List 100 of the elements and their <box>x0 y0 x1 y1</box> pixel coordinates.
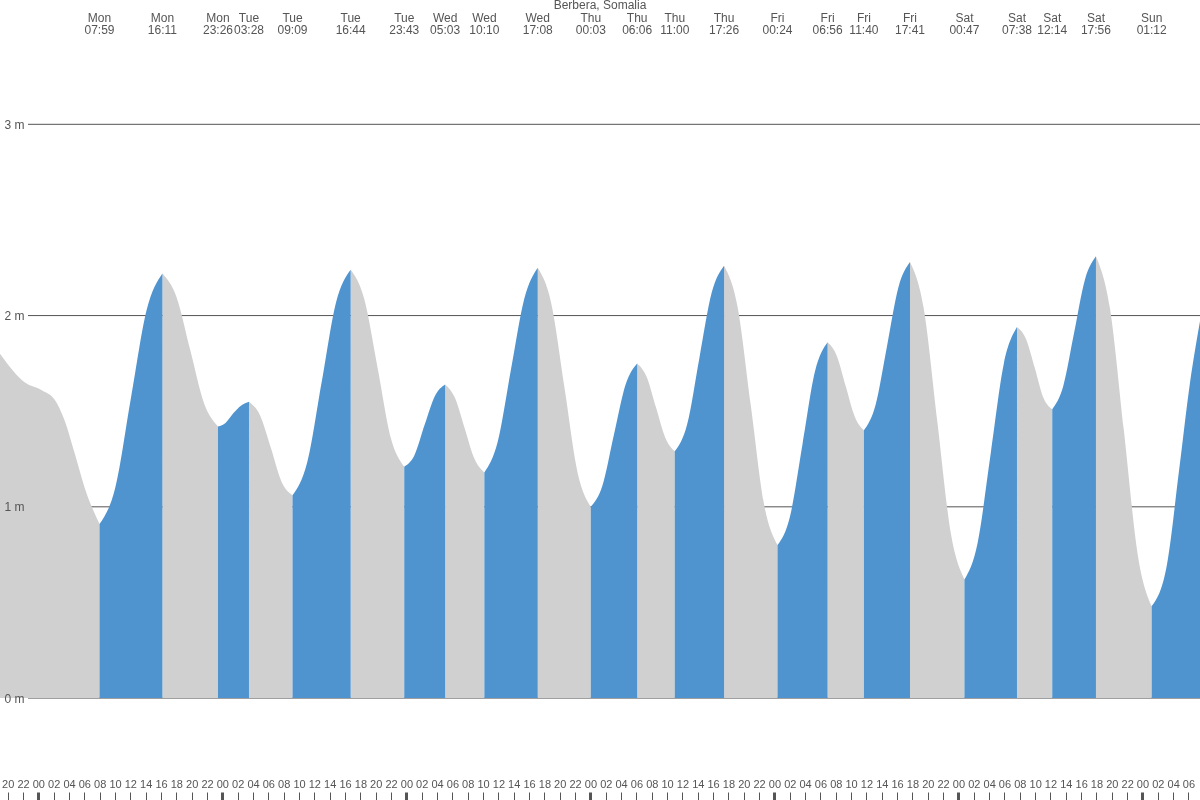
x-tick-label: 20 <box>1106 777 1119 790</box>
annotation: Tue 03:28 <box>233 11 265 37</box>
x-tick-label: 12 <box>308 777 321 790</box>
annotation: Fri 06:56 <box>812 11 843 37</box>
annotation: Wed 17:08 <box>522 11 554 37</box>
x-tick-label: 08 <box>94 777 107 790</box>
chart-title: Berbera, Somalia <box>553 0 647 12</box>
x-tick-label: 00 <box>1136 777 1150 790</box>
x-tick-label: 18 <box>722 777 736 790</box>
x-tick-label: 00 <box>400 777 414 790</box>
x-tick-label: 14 <box>876 777 889 790</box>
annotation: Wed 10:10 <box>469 11 500 37</box>
x-tick-label: 12 <box>124 777 137 790</box>
x-tick-label: 08 <box>646 777 659 790</box>
x-tick-label: 06 <box>446 777 460 790</box>
x-tick-label: 00 <box>216 777 229 790</box>
annotation: Tue 09:09 <box>277 11 308 37</box>
x-tick-label: 18 <box>170 777 183 790</box>
x-tick-label: 22 <box>201 777 214 790</box>
x-tick-label: 22 <box>385 777 398 790</box>
annotation: Mon 16:11 <box>147 11 178 37</box>
x-tick-label: 20 <box>738 777 751 790</box>
y-tick-label: 1 m <box>4 500 25 515</box>
x-tick-label: 22 <box>937 777 950 790</box>
x-tick-label: 04 <box>63 777 76 790</box>
annotation: Wed 05:03 <box>430 11 461 37</box>
x-tick-label: 18 <box>906 777 920 790</box>
x-tick-label: 04 <box>799 777 812 790</box>
x-tick-label: 10 <box>293 777 306 790</box>
annotation: Fri 00:24 <box>762 11 793 37</box>
annotation: Fri 11:40 <box>849 11 879 37</box>
x-tick-label: 18 <box>538 777 552 790</box>
x-tick-label: 16 <box>1075 777 1088 790</box>
x-tick-label: 10 <box>1029 777 1042 790</box>
x-tick-label: 08 <box>462 777 475 790</box>
annotation: Tue 16:44 <box>335 11 366 37</box>
x-tick-label: 08 <box>1014 777 1027 790</box>
x-tick-label: 04 <box>1167 777 1180 790</box>
x-tick-label: 02 <box>416 777 429 790</box>
x-tick-label: 14 <box>140 777 153 790</box>
x-tick-label: 02 <box>1152 777 1165 790</box>
x-tick-label: 06 <box>78 777 91 790</box>
x-tick-label: 00 <box>584 777 598 790</box>
x-tick-label: 10 <box>661 777 674 790</box>
x-tick-label: 16 <box>523 777 536 790</box>
x-tick-label: 20 <box>2 777 15 790</box>
x-tick-label: 10 <box>109 777 122 790</box>
annotation: Sat 12:14 <box>1037 11 1068 37</box>
x-tick-label: 22 <box>753 777 766 790</box>
x-tick-label: 12 <box>492 777 506 790</box>
x-tick-label: 02 <box>968 777 981 790</box>
x-tick-label: 10 <box>845 777 858 790</box>
x-tick-label: 20 <box>186 777 199 790</box>
x-tick-label: 22 <box>569 777 582 790</box>
x-tick-label: 12 <box>676 777 690 790</box>
annotation: Fri 17:41 <box>894 11 926 37</box>
annotation: Mon 07:59 <box>84 11 115 37</box>
x-tick-label: 00 <box>952 777 966 790</box>
x-tick-label: 06 <box>262 777 275 790</box>
x-tick-label: 02 <box>232 777 245 790</box>
x-tick-label: 16 <box>707 777 720 790</box>
x-tick-label: 14 <box>1060 777 1073 790</box>
x-tick-label: 00 <box>32 777 45 790</box>
x-tick-label: 14 <box>508 777 521 790</box>
x-tick-label: 20 <box>370 777 383 790</box>
annotation: Sat 00:47 <box>949 11 980 37</box>
annotation: Tue 23:43 <box>389 11 420 37</box>
x-tick-label: 02 <box>48 777 61 790</box>
x-tick-label: 08 <box>278 777 291 790</box>
x-tick-label: 18 <box>354 777 368 790</box>
annotation: Sun 01:12 <box>1136 11 1168 37</box>
x-tick-label: 20 <box>922 777 935 790</box>
x-tick-label: 04 <box>983 777 996 790</box>
x-tick-label: 16 <box>891 777 904 790</box>
x-tick-label: 22 <box>17 777 30 790</box>
annotation: Mon 23:26 <box>202 11 234 37</box>
annotation: Sat 07:38 <box>1001 11 1033 37</box>
y-tick-label: 2 m <box>4 309 25 324</box>
annotation: Thu 11:00 <box>660 11 690 37</box>
x-tick-label: 06 <box>814 777 828 790</box>
annotation: Thu 17:26 <box>709 11 740 37</box>
x-tick-label: 00 <box>768 777 782 790</box>
x-tick-label: 16 <box>155 777 168 790</box>
x-tick-label: 12 <box>860 777 874 790</box>
x-tick-label: 04 <box>615 777 628 790</box>
x-tick-label: 02 <box>600 777 613 790</box>
x-tick-label: 10 <box>477 777 490 790</box>
x-tick-label: 20 <box>554 777 567 790</box>
y-tick-label: 3 m <box>4 117 25 132</box>
x-tick-label: 16 <box>339 777 352 790</box>
x-tick-label: 04 <box>431 777 444 790</box>
x-tick-label: 06 <box>1182 777 1196 790</box>
x-tick-label: 06 <box>998 777 1012 790</box>
x-tick-label: 08 <box>830 777 843 790</box>
annotation: Thu 06:06 <box>622 11 653 37</box>
x-tick-label: 06 <box>630 777 644 790</box>
annotation: Sat 17:56 <box>1080 11 1112 37</box>
x-tick-label: 14 <box>692 777 705 790</box>
x-tick-label: 12 <box>1044 777 1058 790</box>
annotation: Thu 00:03 <box>575 11 607 37</box>
